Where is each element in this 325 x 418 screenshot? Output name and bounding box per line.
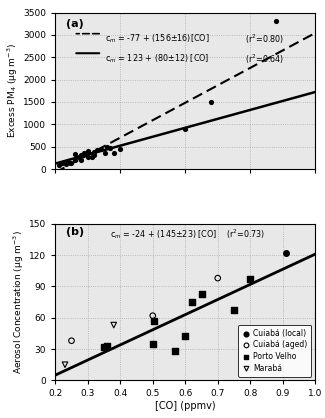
Point: [81, 150, 86, 157]
Point: [107, 144, 112, 151]
Point: [118, 146, 123, 153]
Porto Velho: [101, 344, 107, 350]
Point: [76, 154, 81, 161]
Point: [209, 99, 214, 105]
Point: [102, 150, 107, 156]
Point: [79, 157, 84, 163]
Porto Velho: [248, 276, 253, 283]
Text: c$_m$ = -24 + (145±23) [CO]    (r$^2$=0.73): c$_m$ = -24 + (145±23) [CO] (r$^2$=0.73): [110, 227, 265, 241]
Point: [63, 161, 68, 168]
Porto Velho: [105, 343, 110, 349]
Point: [105, 143, 110, 150]
Point: [92, 149, 97, 155]
Point: [98, 145, 103, 152]
Porto Velho: [189, 299, 194, 306]
Point: [68, 160, 73, 167]
Point: [94, 147, 99, 154]
Y-axis label: Aerosol Concentration (μg m$^{-3}$): Aerosol Concentration (μg m$^{-3}$): [12, 230, 26, 374]
Point: [59, 160, 64, 167]
Point: [85, 148, 90, 155]
Point: [92, 152, 97, 158]
Porto Velho: [150, 341, 155, 347]
Point: [85, 153, 90, 160]
Cuiabá (local): [283, 250, 289, 256]
Porto Velho: [199, 291, 204, 297]
Legend: Cuiabá (local), Cuiabá (aged), Porto Velho, Marabá: Cuiabá (local), Cuiabá (aged), Porto Vel…: [238, 325, 311, 377]
Point: [72, 151, 77, 158]
Point: [274, 18, 279, 25]
Text: (a): (a): [66, 19, 84, 29]
Point: [79, 152, 84, 158]
Porto Velho: [173, 348, 178, 354]
Cuiabá (aged): [69, 337, 74, 344]
Cuiabá (aged): [215, 275, 220, 281]
Text: (r$^2$=0.80): (r$^2$=0.80): [245, 33, 284, 46]
Text: c$_m$ = -77 + (156±16)[CO]: c$_m$ = -77 + (156±16)[CO]: [105, 33, 209, 46]
X-axis label: [CO] (ppmv): [CO] (ppmv): [155, 401, 215, 411]
Point: [183, 125, 188, 132]
Cuiabá (aged): [150, 312, 155, 319]
Point: [89, 154, 94, 161]
Marabá: [111, 322, 116, 329]
Text: (r$^2$=0.64): (r$^2$=0.64): [245, 52, 284, 66]
Point: [72, 157, 77, 163]
Porto Velho: [231, 307, 237, 314]
Text: c$_m$ = 123 + (80±12) [CO]: c$_m$ = 123 + (80±12) [CO]: [105, 52, 209, 65]
Porto Velho: [183, 332, 188, 339]
Point: [66, 159, 71, 166]
Point: [111, 150, 116, 157]
Text: (b): (b): [66, 227, 84, 237]
Porto Velho: [152, 318, 157, 324]
Marabá: [62, 362, 68, 368]
Y-axis label: Excess PM$_4$ (μg m$^{-3}$): Excess PM$_4$ (μg m$^{-3}$): [6, 43, 20, 138]
Point: [57, 161, 62, 168]
